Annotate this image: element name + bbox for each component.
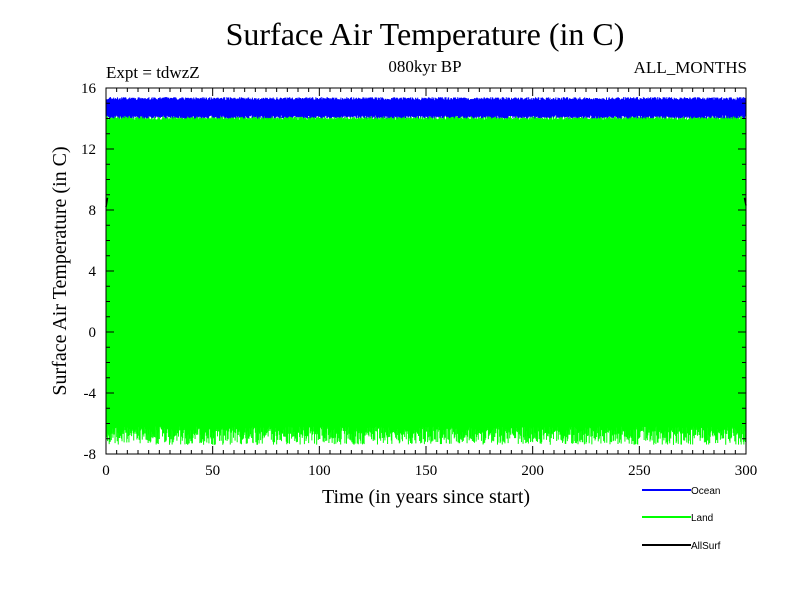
x-tick-labels: 0 50 100 150 200 250 300 <box>102 463 757 479</box>
legend-label-land: Land <box>691 513 713 524</box>
x-tick-label: 50 <box>205 463 220 479</box>
period-label: ALL_MONTHS <box>634 58 747 77</box>
y-tick-label: 8 <box>89 203 97 219</box>
chart-title: Surface Air Temperature (in C) <box>226 16 625 52</box>
plot-area <box>105 97 747 445</box>
y-tick-labels: -8 -4 0 4 8 12 16 <box>81 81 97 463</box>
y-tick-label: -4 <box>84 386 97 402</box>
x-tick-label: 150 <box>415 463 438 479</box>
legend-label-allsurf: AllSurf <box>691 541 721 552</box>
y-tick-label: 12 <box>81 142 96 158</box>
y-axis-label: Surface Air Temperature (in C) <box>49 146 71 395</box>
tick-layer <box>105 87 747 455</box>
y-tick-label: 16 <box>81 81 97 97</box>
series-ocean-line <box>105 97 747 119</box>
x-axis-label: Time (in years since start) <box>322 486 530 508</box>
y-tick-label: 4 <box>89 264 97 280</box>
x-tick-label: 300 <box>735 463 758 479</box>
chart-subtitle: 080kyr BP <box>388 57 461 76</box>
legend: Ocean Land AllSurf <box>642 486 721 552</box>
y-tick-label: 0 <box>89 325 97 341</box>
x-tick-label: 200 <box>521 463 544 479</box>
y-tick-label: -8 <box>84 447 97 463</box>
x-tick-label: 0 <box>102 463 110 479</box>
x-tick-label: 100 <box>308 463 331 479</box>
legend-label-ocean: Ocean <box>691 486 720 497</box>
series-land-line <box>105 115 747 445</box>
series-layer <box>105 97 747 445</box>
experiment-label: Expt = tdwzZ <box>106 63 200 82</box>
x-tick-label: 250 <box>628 463 651 479</box>
